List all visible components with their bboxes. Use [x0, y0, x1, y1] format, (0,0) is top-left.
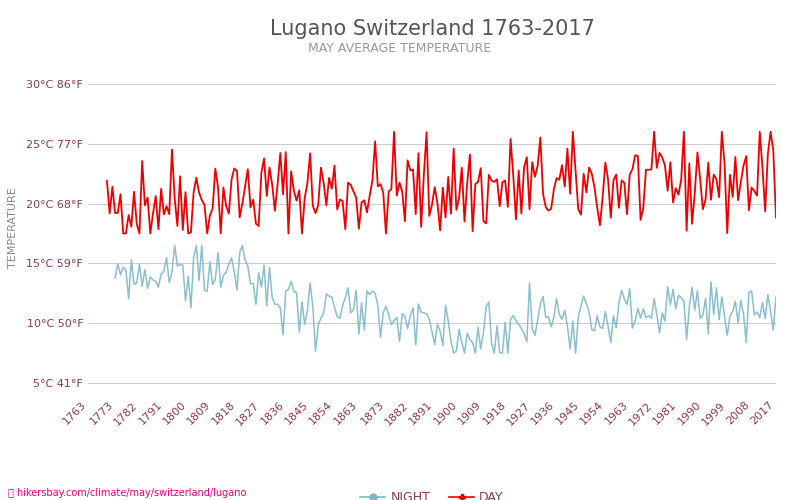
- Legend: NIGHT, DAY: NIGHT, DAY: [355, 486, 509, 500]
- Y-axis label: TEMPERATURE: TEMPERATURE: [8, 187, 18, 268]
- Title: Lugano Switzerland 1763-2017: Lugano Switzerland 1763-2017: [270, 19, 594, 39]
- Text: MAY AVERAGE TEMPERATURE: MAY AVERAGE TEMPERATURE: [309, 42, 491, 56]
- Text: 📍 hikersbay.com/climate/may/switzerland/lugano: 📍 hikersbay.com/climate/may/switzerland/…: [8, 488, 246, 498]
